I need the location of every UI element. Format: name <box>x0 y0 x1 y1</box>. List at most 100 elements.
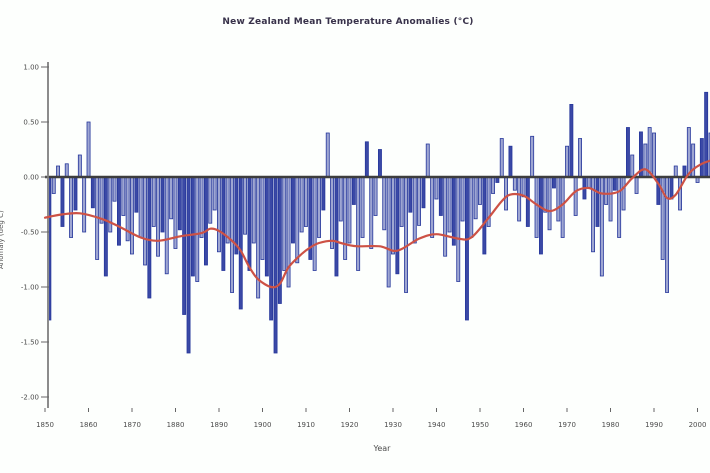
anomaly-bar <box>547 176 552 231</box>
anomaly-bar <box>669 176 674 200</box>
anomaly-bar <box>369 176 374 249</box>
anomaly-bar <box>251 176 256 244</box>
x-tick-label: 1870 <box>123 421 141 429</box>
anomaly-bar <box>665 176 669 293</box>
anomaly-bar <box>160 176 165 233</box>
anomaly-bar <box>621 176 626 211</box>
anomaly-bar <box>543 176 548 213</box>
anomaly-bar <box>60 176 65 227</box>
anomaly-bar <box>151 176 156 227</box>
anomaly-bar <box>195 176 200 282</box>
anomaly-bar <box>373 176 378 216</box>
anomaly-bar <box>351 176 356 205</box>
anomaly-bar <box>630 154 635 178</box>
anomaly-bar <box>260 176 265 260</box>
anomaly-bar <box>399 176 404 227</box>
y-tick-label: -1.00 <box>21 284 39 292</box>
anomaly-bar <box>417 176 421 226</box>
anomaly-bar <box>73 176 78 211</box>
anomaly-bar <box>112 176 117 202</box>
anomaly-bar <box>412 176 417 244</box>
anomaly-bar <box>447 176 452 233</box>
anomaly-bar <box>608 176 613 222</box>
x-tick-label: 1880 <box>167 421 185 429</box>
anomaly-bar <box>699 138 704 178</box>
anomaly-bar <box>69 176 73 238</box>
x-tick-label: 1970 <box>558 421 576 429</box>
anomaly-bar <box>299 176 304 233</box>
anomaly-bar <box>386 176 391 288</box>
anomaly-bar <box>512 176 517 191</box>
anomaly-bar <box>617 176 622 238</box>
x-tick-label: 1990 <box>645 421 663 429</box>
x-tick-label: 1890 <box>210 421 228 429</box>
anomaly-bar <box>460 176 465 222</box>
x-tick-label: 1850 <box>36 421 54 429</box>
anomaly-bar <box>225 176 230 244</box>
anomaly-bar <box>290 176 295 244</box>
x-tick-label: 1940 <box>428 421 446 429</box>
anomaly-bar <box>177 176 182 231</box>
anomaly-bar <box>164 176 169 275</box>
x-tick-label: 1900 <box>254 421 272 429</box>
anomaly-bar <box>334 176 339 277</box>
anomaly-bar <box>156 176 160 257</box>
y-tick-label: 0.50 <box>23 119 39 127</box>
anomaly-bar <box>573 176 578 216</box>
anomaly-bar <box>230 176 234 293</box>
anomaly-bar <box>443 176 448 257</box>
anomaly-bar <box>312 176 317 271</box>
anomaly-bar <box>203 176 208 266</box>
anomaly-bar <box>464 176 469 321</box>
anomaly-bar <box>508 145 513 178</box>
anomaly-bar <box>395 176 400 275</box>
anomaly-bar <box>390 176 395 255</box>
anomaly-bar <box>691 143 696 178</box>
anomaly-bar <box>578 138 582 178</box>
anomaly-bar <box>212 176 217 211</box>
x-tick-label: 1960 <box>515 421 533 429</box>
anomaly-bar <box>321 176 326 211</box>
anomaly-bar <box>586 176 591 189</box>
chart-title: New Zealand Mean Temperature Anomalies (… <box>222 17 474 27</box>
anomaly-bar <box>238 176 243 310</box>
anomaly-bar <box>504 176 508 211</box>
anomaly-bar <box>99 176 104 224</box>
anomaly-bar <box>221 176 226 271</box>
anomaly-bar <box>129 176 134 255</box>
anomaly-bar <box>147 176 152 299</box>
anomaly-bar <box>612 176 617 191</box>
anomaly-bar <box>704 91 709 178</box>
anomaly-bar <box>90 176 95 209</box>
anomaly-bar <box>430 176 435 238</box>
anomaly-bar <box>686 127 691 178</box>
anomaly-bar <box>569 104 574 178</box>
y-tick-label: -0.50 <box>21 229 39 237</box>
anomaly-bar <box>525 176 530 227</box>
anomaly-bar <box>216 176 221 253</box>
anomaly-bar <box>247 176 252 271</box>
anomaly-bar <box>56 165 60 178</box>
anomaly-bar <box>517 176 522 222</box>
y-tick-label: 1.00 <box>23 64 39 72</box>
anomaly-bar <box>121 176 126 216</box>
anomaly-bar <box>552 176 556 189</box>
anomaly-bar <box>565 145 569 178</box>
anomaly-bar <box>273 176 278 354</box>
anomaly-bar <box>64 163 69 178</box>
anomaly-bar <box>182 176 187 315</box>
x-tick-label: 1920 <box>341 421 359 429</box>
anomaly-bar <box>643 143 648 178</box>
anomaly-bar <box>404 176 408 293</box>
x-tick-label: 1950 <box>471 421 489 429</box>
anomaly-bar <box>382 176 387 231</box>
anomaly-bar <box>556 176 561 222</box>
anomaly-bar <box>626 127 630 178</box>
anomaly-bar <box>469 176 474 238</box>
anomaly-bar <box>560 176 565 238</box>
anomaly-bar <box>190 176 195 277</box>
anomaly-bar <box>456 176 461 282</box>
anomaly-bar <box>599 176 604 277</box>
anomaly-bar <box>408 176 413 213</box>
